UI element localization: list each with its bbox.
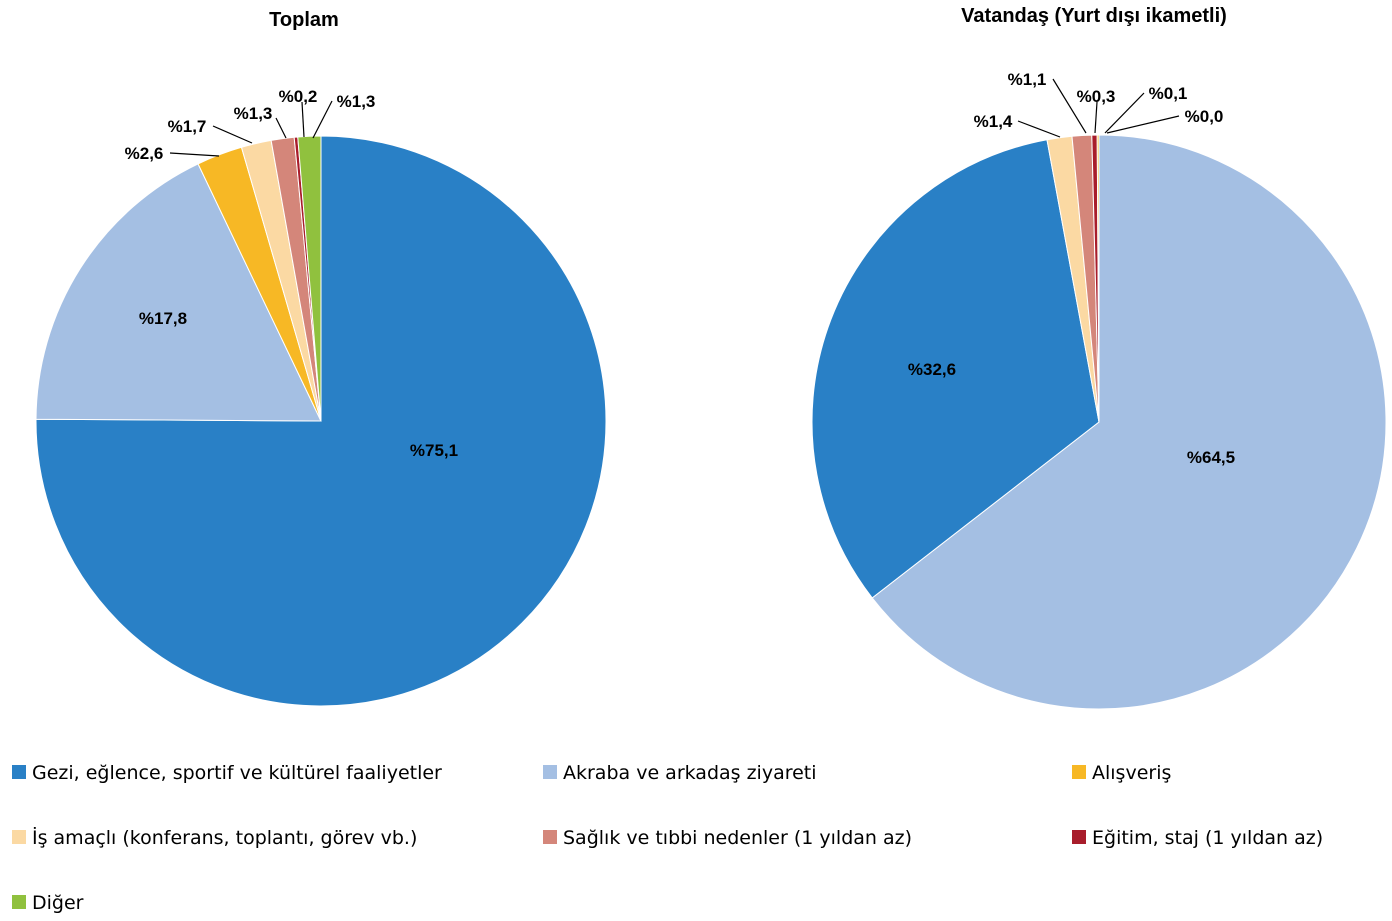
pie-slice-diger bbox=[297, 135, 322, 422]
leader-line bbox=[1106, 115, 1180, 134]
leader-line bbox=[1017, 120, 1061, 138]
legend-item-akraba-ve-arkadas-ziyareti: Akraba ve arkadaş ziyareti bbox=[543, 762, 817, 784]
legend-swatch bbox=[543, 765, 557, 779]
pie-chart-toplam: Toplam %75,1 %17,8 %2,6%1,7 %1,3 %0,2 %1,3 bbox=[35, 9, 607, 707]
legend-label: Akraba ve arkadaş ziyareti bbox=[563, 762, 817, 784]
legend-item-gezi-eglence-sportif-ve-kulturel-faaliyetler: Gezi, eğlence, sportif ve kültürel faali… bbox=[12, 762, 442, 784]
pie-slice-gezi-eglence-sportif-ve-kulturel-faaliyetler bbox=[811, 139, 1100, 599]
legend-swatch bbox=[12, 765, 26, 779]
slice-labels: %75,1 %17,8 %2,6%1,7 %1,3 %0,2 %1,3 bbox=[125, 87, 458, 460]
data-label-diger: %1,3 bbox=[337, 92, 376, 111]
data-label-alisveris: %2,6 bbox=[125, 144, 164, 163]
legend-item-alisveris: Alışveriş bbox=[1072, 762, 1171, 784]
legend-swatch bbox=[1072, 765, 1086, 779]
leader-line bbox=[312, 100, 333, 139]
leader-line bbox=[169, 152, 220, 157]
leader-line bbox=[1052, 78, 1087, 134]
pie-slice-akraba-ve-arkadas-ziyareti bbox=[35, 163, 322, 422]
legend-label: Eğitim, staj (1 yıldan az) bbox=[1092, 827, 1323, 849]
legend-label: Diğer bbox=[32, 892, 84, 914]
slices bbox=[811, 134, 1387, 710]
leader-line bbox=[301, 101, 305, 138]
pie-title: Vatandaş (Yurt dışı ikametli) bbox=[961, 5, 1227, 27]
pie-slice-akraba-ve-arkadas-ziyareti bbox=[871, 134, 1387, 710]
slice-labels: %32,6 %64,5 %0,1 %1,4 %1,1 %0,3 %0,0 bbox=[908, 70, 1235, 467]
legend-item-diger: Diğer bbox=[12, 892, 84, 914]
legend-label: Gezi, eğlence, sportif ve kültürel faali… bbox=[32, 762, 442, 784]
legend-label: Sağlık ve tıbbi nedenler (1 yıldan az) bbox=[563, 827, 912, 849]
data-label-diger: %0,0 bbox=[1185, 107, 1224, 126]
data-label-egitim-staj-1-yildan-az: %0,3 bbox=[1077, 87, 1116, 106]
legend-swatch bbox=[12, 830, 26, 844]
data-label-akraba-ve-arkadas-ziyareti: %17,8 bbox=[139, 309, 187, 328]
data-label-gezi-eglence-sportif-ve-kulturel-faaliyetler: %32,6 bbox=[908, 360, 956, 379]
data-label-egitim-staj-1-yildan-az: %0,2 bbox=[279, 87, 318, 106]
legend-item-is-amacli-konferans-toplanti-gorev-vb: İş amaçlı (konferans, toplantı, görev vb… bbox=[12, 826, 417, 849]
leader-line bbox=[275, 117, 287, 139]
data-label-gezi-eglence-sportif-ve-kulturel-faaliyetler: %75,1 bbox=[410, 441, 458, 460]
pie-chart-vatandas: Vatandaş (Yurt dışı ikametli) %32,6 %64,5%… bbox=[811, 5, 1387, 710]
legend-swatch bbox=[543, 830, 557, 844]
legend-label: İş amaçlı (konferans, toplantı, görev vb… bbox=[32, 826, 417, 849]
legend: Gezi, eğlence, sportif ve kültürel faali… bbox=[12, 762, 1323, 914]
legend-label: Alışveriş bbox=[1092, 762, 1171, 784]
slices bbox=[35, 135, 607, 707]
data-label-akraba-ve-arkadas-ziyareti: %64,5 bbox=[1187, 448, 1235, 467]
legend-swatch bbox=[12, 895, 26, 909]
legend-item-saglik-ve-tibbi-nedenler-1-yildan-az: Sağlık ve tıbbi nedenler (1 yıldan az) bbox=[543, 827, 912, 849]
leader-line bbox=[1094, 101, 1098, 134]
leader-line bbox=[212, 125, 253, 144]
data-label-is-amacli-konferans-toplanti-gorev-vb: %1,4 bbox=[974, 112, 1013, 131]
pie-title: Toplam bbox=[269, 9, 339, 31]
data-label-alisveris: %0,1 bbox=[1149, 84, 1188, 103]
data-label-is-amacli-konferans-toplanti-gorev-vb: %1,7 bbox=[168, 117, 207, 136]
data-label-saglik-ve-tibbi-nedenler-1-yildan-az: %1,3 bbox=[234, 104, 273, 123]
legend-item-egitim-staj-1-yildan-az: Eğitim, staj (1 yıldan az) bbox=[1072, 827, 1323, 849]
leader-line bbox=[1104, 92, 1145, 134]
legend-swatch bbox=[1072, 830, 1086, 844]
pie-slice-alisveris bbox=[1096, 134, 1100, 423]
data-label-saglik-ve-tibbi-nedenler-1-yildan-az: %1,1 bbox=[1008, 70, 1047, 89]
